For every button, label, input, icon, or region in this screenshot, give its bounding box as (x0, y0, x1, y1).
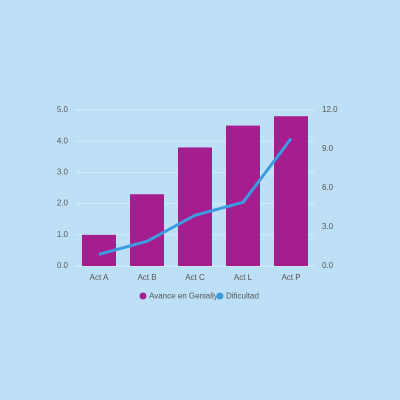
bar (274, 116, 308, 267)
y2-tick-label: 9.0 (322, 144, 334, 153)
x-tick-label: Act P (281, 273, 300, 282)
legend-marker (139, 292, 147, 300)
legend-marker (216, 292, 224, 300)
y-tick-label: 2.0 (57, 199, 69, 208)
line (98, 137, 293, 256)
y-tick-label: 1.0 (57, 230, 69, 239)
x-tick-label: Act C (185, 273, 205, 282)
y-tick-label: 0.0 (57, 261, 69, 270)
legend-label: Dificultad (226, 292, 259, 301)
y-tick-label: 5.0 (57, 105, 69, 114)
y-tick-label: 4.0 (57, 136, 69, 145)
bar (226, 125, 260, 266)
y2-tick-label: 6.0 (322, 183, 334, 192)
y-tick-label: 3.0 (57, 168, 69, 177)
y2-tick-label: 12.0 (322, 105, 338, 114)
bar (130, 194, 164, 266)
y2-tick-label: 0.0 (322, 261, 334, 270)
x-tick-label: Act B (137, 273, 156, 282)
x-tick-label: Act L (234, 273, 253, 282)
y2-tick-label: 3.0 (322, 222, 334, 231)
x-tick-label: Act A (90, 273, 109, 282)
legend-label: Avance en Genially (149, 292, 218, 301)
bar (178, 147, 212, 266)
